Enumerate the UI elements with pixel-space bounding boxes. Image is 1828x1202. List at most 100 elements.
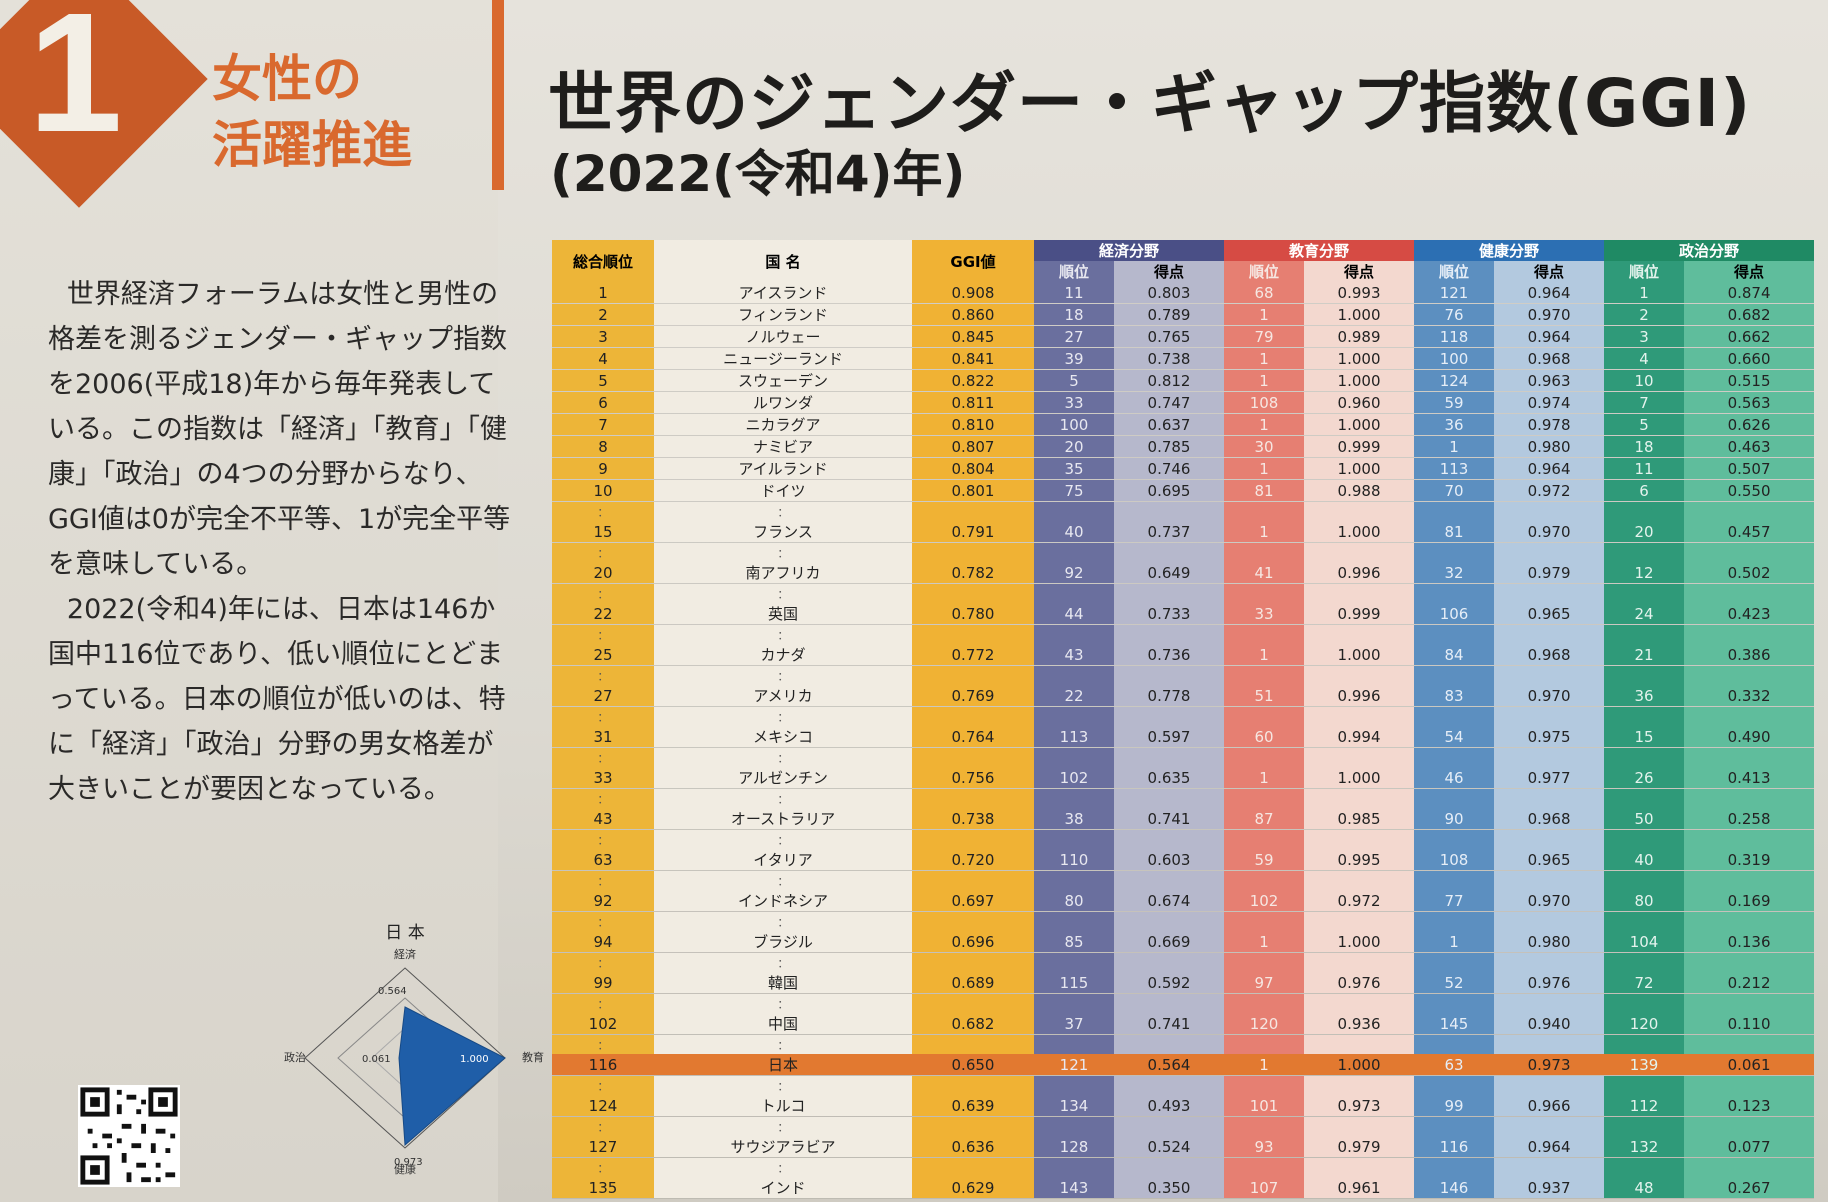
cell-econ-rank: 33 [1034,391,1114,414]
subheader-score: 得点 [1114,261,1225,282]
header-health: 健康分野 [1414,240,1605,261]
cell-econ-score: 0.785 [1114,435,1225,458]
gap-cell [1034,624,1114,644]
table-row: 94 ブラジル 0.696 85 0.669 1 1.000 1 0.980 104 0.136 [552,931,1815,953]
subheader-rank: 順位 [1034,261,1114,282]
gap-cell [1034,993,1114,1013]
cell-rank: 20 [552,562,654,584]
cell-econ-rank: 110 [1034,849,1114,871]
gap-cell [1414,1157,1495,1177]
cell-health-score: 0.972 [1494,479,1605,502]
cell-pol-score: 0.332 [1684,685,1815,707]
cell-health-score: 0.940 [1494,1013,1605,1035]
gap-cell [1604,542,1685,562]
cell-econ-score: 0.737 [1114,521,1225,543]
cell-econ-score: 0.674 [1114,890,1225,912]
table-gap-row: ：： [552,829,1815,849]
cell-edu-rank: 33 [1224,603,1305,625]
gap-mark: ： [654,706,912,726]
gap-cell [1684,870,1815,890]
cell-health-score: 0.966 [1494,1095,1605,1117]
cell-ggi: 0.720 [912,849,1034,871]
gap-cell [1224,706,1305,726]
gap-cell [1684,542,1815,562]
table-gap-row: ：： [552,1034,1815,1054]
subheader-rank: 順位 [1414,261,1495,282]
header-economy: 経済分野 [1034,240,1225,261]
cell-econ-score: 0.592 [1114,972,1225,994]
cell-rank: 116 [552,1054,654,1076]
cell-country: 南アフリカ [654,562,912,584]
cell-econ-rank: 102 [1034,767,1114,789]
cell-econ-rank: 20 [1034,435,1114,458]
cell-health-rank: 46 [1414,767,1495,789]
gap-cell [1494,501,1605,521]
cell-country: オーストラリア [654,808,912,830]
cell-health-rank: 100 [1414,347,1495,370]
cell-edu-rank: 1 [1224,767,1305,789]
gap-cell [1684,624,1815,644]
cell-edu-score: 1.000 [1304,931,1415,953]
cell-edu-score: 1.000 [1304,303,1415,326]
gap-cell [1114,993,1225,1013]
cell-health-score: 0.970 [1494,890,1605,912]
radar-axis-label: 健康 [394,1162,416,1176]
gap-cell [1414,788,1495,808]
gap-mark: ： [552,870,654,890]
gap-cell [1304,1034,1415,1054]
cell-edu-score: 0.999 [1304,435,1415,458]
cell-health-score: 0.973 [1494,1054,1605,1076]
gap-cell [1304,501,1415,521]
cell-health-score: 0.968 [1494,644,1605,666]
cell-country: ノルウェー [654,325,912,348]
table-row: 92 インドネシア 0.697 80 0.674 102 0.972 77 0.970 80 0.1… [552,890,1815,912]
gap-mark: ： [654,911,912,931]
table-gap-row: ：： [552,583,1815,603]
cell-ggi: 0.807 [912,435,1034,458]
gap-cell [1114,870,1225,890]
cell-pol-score: 0.563 [1684,391,1815,414]
gap-cell [1034,952,1114,972]
table-row: 8 ナミビア 0.807 20 0.785 30 0.999 1 0.980 18 0.463 [552,435,1815,458]
table-gap-row: ：： [552,993,1815,1013]
gap-cell [912,501,1034,521]
cell-edu-rank: 79 [1224,325,1305,348]
gap-mark: ： [654,829,912,849]
cell-econ-score: 0.803 [1114,282,1225,304]
cell-pol-rank: 132 [1604,1136,1685,1158]
cell-health-score: 0.978 [1494,413,1605,436]
gap-mark: ： [654,583,912,603]
gap-cell [1114,1034,1225,1054]
cell-pol-score: 0.061 [1684,1054,1815,1076]
gap-cell [1114,583,1225,603]
qr-code[interactable] [78,1085,180,1187]
cell-ggi: 0.841 [912,347,1034,370]
theme-line-1: 女性の [212,50,362,108]
cell-health-rank: 124 [1414,369,1495,392]
gap-cell [912,829,1034,849]
cell-health-rank: 77 [1414,890,1495,912]
gap-mark: ： [654,1034,912,1054]
cell-health-rank: 1 [1414,931,1495,953]
gap-cell [1604,788,1685,808]
cell-pol-score: 0.502 [1684,562,1815,584]
cell-edu-rank: 107 [1224,1177,1305,1199]
cell-ggi: 0.791 [912,521,1034,543]
gap-cell [912,993,1034,1013]
cell-pol-score: 0.258 [1684,808,1815,830]
cell-edu-score: 0.994 [1304,726,1415,748]
cell-econ-rank: 39 [1034,347,1114,370]
cell-country: ニュージーランド [654,347,912,370]
gap-cell [1114,706,1225,726]
cell-edu-rank: 97 [1224,972,1305,994]
gap-cell [1114,911,1225,931]
subheader-rank: 順位 [1224,261,1305,282]
cell-pol-score: 0.507 [1684,457,1815,480]
cell-econ-rank: 43 [1034,644,1114,666]
cell-country: フィンランド [654,303,912,326]
cell-econ-score: 0.597 [1114,726,1225,748]
gap-cell [1114,747,1225,767]
cell-country: サウジアラビア [654,1136,912,1158]
cell-health-score: 0.980 [1494,435,1605,458]
cell-ggi: 0.636 [912,1136,1034,1158]
